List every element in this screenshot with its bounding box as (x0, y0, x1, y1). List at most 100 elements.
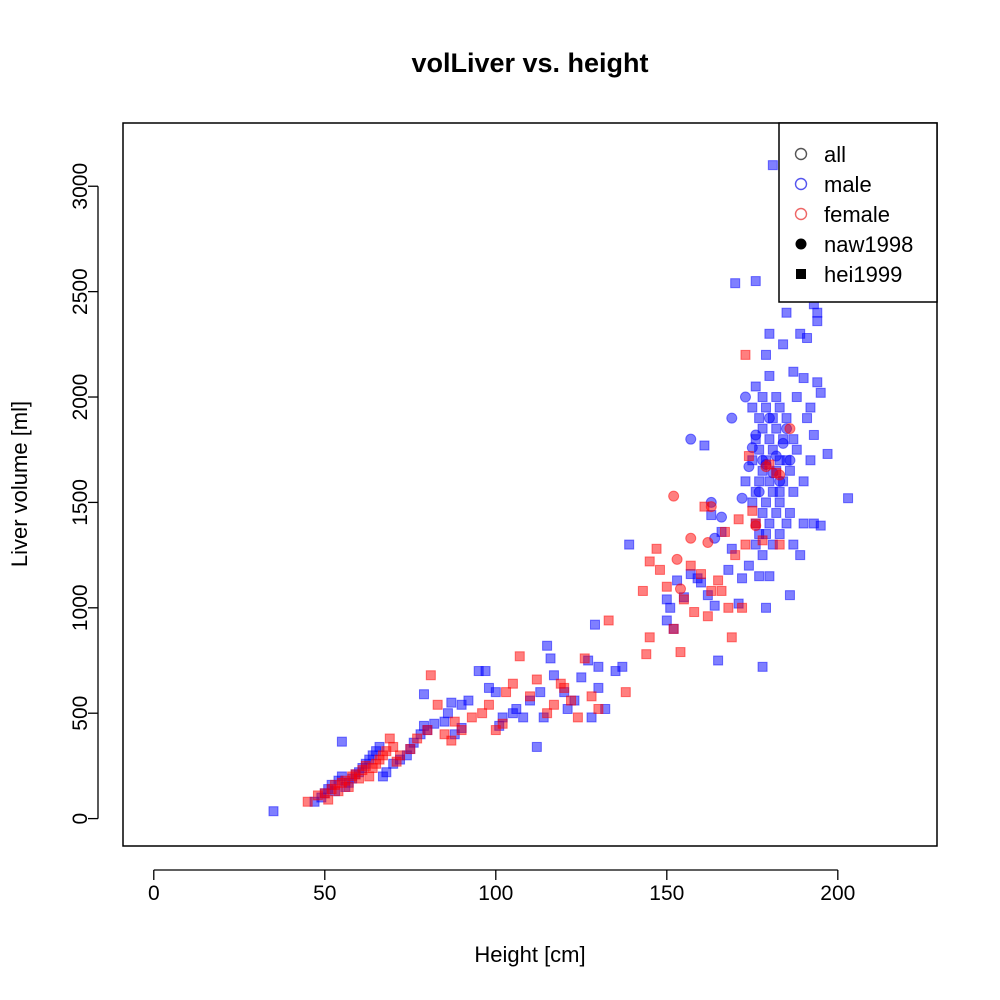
data-point (730, 278, 741, 289)
y-axis-label: Liver volume [ml] (7, 401, 32, 567)
data-point (740, 349, 751, 360)
data-point (490, 687, 501, 698)
x-tick-label: 50 (313, 882, 336, 905)
data-point (531, 674, 542, 685)
data-point (644, 632, 655, 643)
data-point (781, 307, 792, 318)
data-point (784, 454, 796, 466)
data-point (685, 560, 696, 571)
data-point (624, 539, 635, 550)
data-point (754, 413, 765, 424)
legend-marker (795, 238, 807, 250)
data-point (750, 381, 761, 392)
data-point (432, 699, 443, 710)
data-point (750, 429, 762, 441)
data-point (364, 771, 375, 782)
data-point (723, 602, 734, 613)
data-point (449, 716, 460, 727)
data-point (719, 526, 730, 537)
data-point (757, 423, 768, 434)
data-point (798, 476, 809, 487)
data-point (764, 328, 775, 339)
data-point (747, 497, 758, 508)
data-point (668, 623, 679, 634)
data-point (507, 678, 518, 689)
data-point (525, 691, 535, 702)
legend-label: all (824, 142, 846, 167)
data-point (480, 666, 491, 677)
data-point (545, 653, 556, 664)
data-point (808, 429, 819, 440)
data-point (603, 615, 614, 626)
data-point (696, 569, 707, 580)
data-point (336, 736, 347, 747)
data-point (343, 781, 354, 792)
legend: all male female naw1998 hei1999 (778, 122, 938, 303)
data-point (730, 550, 741, 561)
data-point (777, 437, 789, 449)
data-point (412, 733, 423, 744)
data-point (716, 511, 728, 523)
data-point (737, 573, 748, 584)
data-point (739, 391, 751, 403)
data-point (586, 691, 597, 702)
x-tick-label: 150 (649, 882, 684, 905)
x-tick-label: 100 (478, 882, 513, 905)
data-point (395, 750, 406, 761)
data-point (466, 712, 477, 723)
data-point (812, 377, 823, 388)
data-point (579, 653, 590, 664)
data-point (754, 476, 765, 487)
data-point (740, 539, 751, 550)
data-point (747, 505, 758, 516)
y-tick-label: 1000 (69, 584, 92, 631)
y-axis: 0 500 1000 1500 2000 2500 3000 (69, 163, 99, 824)
data-point (774, 486, 785, 497)
data-point (757, 507, 768, 518)
data-point (723, 564, 734, 575)
data-point (757, 550, 768, 561)
y-tick-label: 2500 (69, 268, 92, 315)
legend-label: male (824, 172, 872, 197)
data-point (774, 402, 785, 413)
data-point (353, 773, 364, 784)
data-point (802, 333, 813, 344)
data-point (764, 571, 775, 582)
data-point (771, 507, 782, 518)
data-point (743, 451, 754, 462)
data-point (740, 476, 751, 487)
data-point (760, 602, 771, 613)
data-point (760, 402, 771, 413)
data-point (737, 602, 748, 613)
data-point (593, 682, 604, 693)
data-point (641, 649, 652, 660)
data-point (754, 571, 765, 582)
data-point (531, 741, 542, 752)
y-tick-label: 2000 (69, 374, 92, 421)
data-point (702, 611, 713, 622)
data-point (418, 689, 429, 700)
series-female-hei1999 (302, 349, 785, 807)
x-tick-label: 0 (148, 882, 160, 905)
data-point (784, 465, 795, 476)
data-point (757, 661, 768, 672)
data-point (753, 486, 765, 498)
data-point (843, 493, 854, 504)
data-point (763, 412, 775, 424)
data-point (637, 585, 648, 596)
data-point (535, 687, 546, 698)
data-point (439, 729, 450, 740)
legend-item-all: all (794, 142, 846, 167)
series-female-naw1998 (668, 423, 796, 595)
data-point (781, 518, 792, 529)
legend-marker (796, 269, 806, 279)
legend-marker (794, 177, 808, 191)
data-point (713, 655, 724, 666)
data-point (696, 577, 707, 588)
y-tick-label: 3000 (69, 163, 92, 210)
data-point (542, 640, 553, 651)
data-point (771, 423, 782, 434)
legend-label: female (824, 202, 890, 227)
data-point (795, 550, 806, 561)
data-point (429, 718, 440, 729)
